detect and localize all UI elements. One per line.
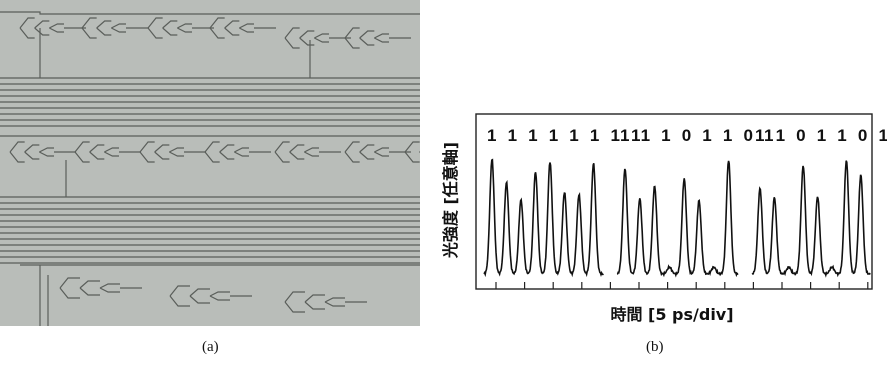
waveform-chart: 光強度 [任意軸] 1 1 1 1 1 1 1 11 1 1 0 1 1 0 1… <box>441 113 887 324</box>
waveform-trace <box>616 160 739 278</box>
circuit-micrograph <box>0 0 420 326</box>
waveform-trace <box>483 158 604 278</box>
bit-pattern-label: 1 1 1 1 1 1 1 1 <box>487 126 644 145</box>
x-ticks <box>495 282 869 289</box>
caption-a: (a) <box>202 339 219 355</box>
y-axis-label: 光強度 [任意軸] <box>441 142 460 259</box>
caption-b: (b) <box>646 339 664 355</box>
bit-pattern-label: 1 1 1 0 1 1 0 1 <box>620 126 777 145</box>
plot-frame <box>475 113 873 290</box>
waveform-trace <box>751 160 871 278</box>
bit-pattern-label: 1 1 0 1 1 0 1 1 <box>755 126 887 145</box>
x-axis-label: 時間 [5 ps/div] <box>610 305 733 324</box>
